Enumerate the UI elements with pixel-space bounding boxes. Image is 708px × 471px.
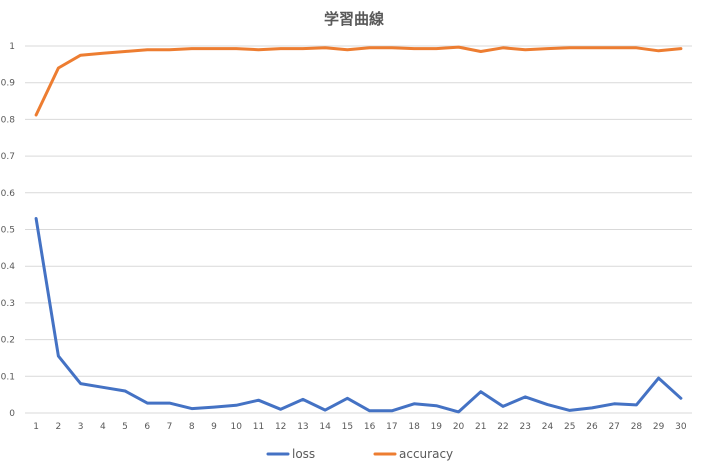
x-tick-label: 14 bbox=[319, 422, 331, 432]
x-tick-label: 7 bbox=[167, 422, 173, 432]
x-tick-label: 1 bbox=[33, 422, 39, 432]
series-lines bbox=[34, 45, 683, 414]
x-tick-label: 16 bbox=[364, 422, 376, 432]
y-tick-label: 0.8 bbox=[1, 115, 16, 125]
x-tick-label: 25 bbox=[564, 422, 575, 432]
y-tick-label: 0.2 bbox=[1, 336, 15, 346]
y-tick-label: 0.4 bbox=[1, 262, 16, 272]
x-tick-label: 15 bbox=[342, 422, 353, 432]
x-tick-label: 12 bbox=[275, 422, 286, 432]
y-tick-label: 0.7 bbox=[1, 152, 15, 162]
series-line-accuracy bbox=[34, 45, 683, 117]
gridlines bbox=[25, 45, 692, 414]
x-tick-label: 20 bbox=[453, 422, 465, 432]
legend-label-accuracy: accuracy bbox=[399, 447, 453, 461]
y-tick-label: 0.1 bbox=[1, 372, 15, 382]
x-tick-label: 5 bbox=[122, 422, 128, 432]
y-axis-ticks: 0 0.1 0.2 0.3 0.4 0.5 0.6 0.7 0.8 0.9 1 bbox=[1, 42, 16, 419]
x-tick-label: 9 bbox=[211, 422, 217, 432]
x-tick-label: 13 bbox=[297, 422, 308, 432]
x-tick-label: 19 bbox=[431, 422, 443, 432]
legend-label-loss: loss bbox=[292, 447, 315, 461]
x-tick-label: 6 bbox=[144, 422, 150, 432]
chart-title: 学習曲線 bbox=[324, 10, 384, 28]
x-tick-label: 10 bbox=[230, 422, 242, 432]
x-tick-label: 11 bbox=[253, 422, 264, 432]
x-tick-label: 23 bbox=[520, 422, 531, 432]
x-tick-label: 4 bbox=[100, 422, 106, 432]
x-tick-label: 2 bbox=[55, 422, 61, 432]
x-tick-label: 22 bbox=[497, 422, 508, 432]
x-tick-label: 17 bbox=[386, 422, 397, 432]
y-tick-label: 1 bbox=[9, 42, 15, 52]
x-tick-label: 21 bbox=[475, 422, 486, 432]
x-tick-label: 29 bbox=[653, 422, 665, 432]
y-tick-label: 0.9 bbox=[1, 79, 16, 89]
x-tick-label: 8 bbox=[189, 422, 195, 432]
series-line-loss bbox=[34, 217, 683, 414]
legend: loss accuracy bbox=[266, 447, 453, 461]
y-tick-label: 0.6 bbox=[1, 189, 16, 199]
x-tick-label: 28 bbox=[631, 422, 643, 432]
y-tick-label: 0.3 bbox=[1, 299, 15, 309]
x-tick-label: 27 bbox=[608, 422, 619, 432]
x-axis-ticks: 1 2 3 4 5 6 7 8 9 10 11 12 13 14 15 16 17 18 19 20 21 22 23 24 2… bbox=[33, 422, 687, 432]
x-tick-label: 18 bbox=[408, 422, 420, 432]
x-tick-label: 30 bbox=[675, 422, 687, 432]
x-tick-label: 26 bbox=[586, 422, 598, 432]
x-tick-label: 3 bbox=[78, 422, 84, 432]
x-tick-label: 24 bbox=[542, 422, 554, 432]
y-tick-label: 0 bbox=[9, 409, 15, 419]
y-tick-label: 0.5 bbox=[1, 226, 15, 236]
